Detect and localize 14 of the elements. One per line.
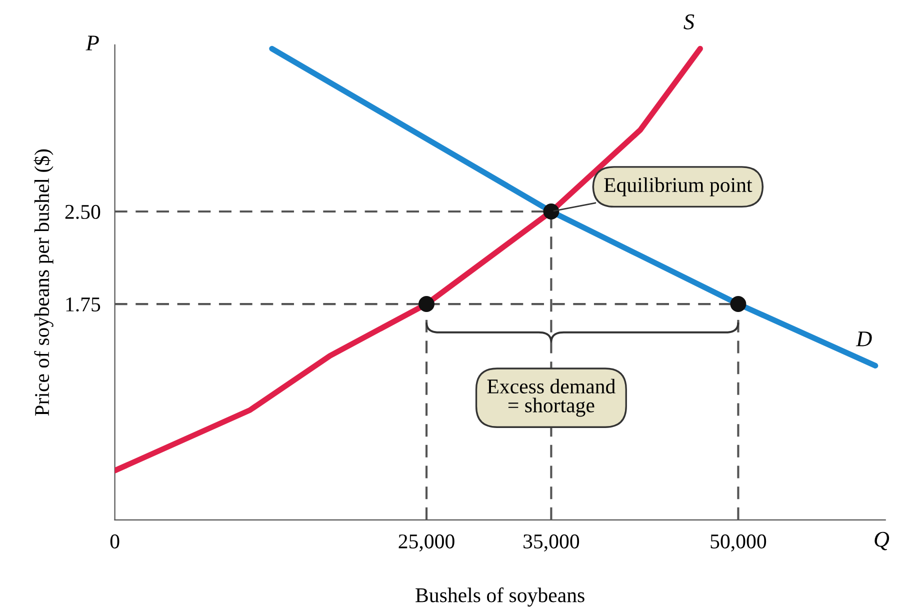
x-tick-label: 35,000 (524, 534, 580, 552)
annotation: Excess demand = shortage (487, 378, 616, 417)
series-label: S (684, 14, 694, 30)
series-label: D (856, 332, 872, 346)
x-tick-label: 0 (110, 534, 120, 548)
x-tick-label: 25,000 (398, 534, 454, 552)
y-tick-label: 1.75 (66, 298, 100, 312)
text: P (86, 36, 99, 50)
text: Q (874, 532, 890, 550)
x-axis-title: Bushels of soybeans (416, 587, 584, 607)
y-axis-title: Price of soybeans per bushel ($) (34, 149, 54, 416)
x-tick-label: 50,000 (710, 534, 766, 552)
annotation: Equilibrium point (604, 177, 752, 196)
y-tick-label: 2.50 (65, 204, 100, 220)
